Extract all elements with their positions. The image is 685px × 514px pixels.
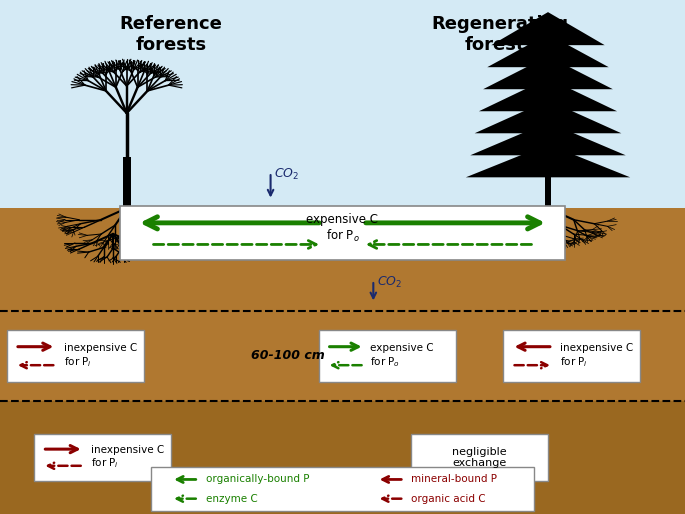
Polygon shape — [483, 56, 613, 89]
Polygon shape — [466, 144, 630, 177]
Polygon shape — [479, 78, 617, 111]
Polygon shape — [491, 12, 605, 45]
Text: CO$_2$: CO$_2$ — [377, 275, 402, 290]
Polygon shape — [475, 100, 621, 133]
Bar — [411, 434, 548, 481]
Bar — [34, 434, 171, 481]
Bar — [151, 467, 534, 511]
Bar — [319, 331, 456, 381]
Bar — [0, 208, 685, 401]
Bar — [0, 401, 685, 514]
Text: enzyme C: enzyme C — [206, 493, 258, 504]
Text: Regenerating
forests: Regenerating forests — [432, 15, 569, 54]
Polygon shape — [471, 122, 625, 155]
Bar — [7, 331, 144, 381]
Text: CO$_2$: CO$_2$ — [274, 167, 299, 182]
Text: inexpensive C
for P$_i$: inexpensive C for P$_i$ — [560, 343, 634, 369]
Text: Reference
forests: Reference forests — [120, 15, 223, 54]
Polygon shape — [487, 34, 609, 67]
Bar — [123, 157, 131, 208]
Text: 60-100 cm: 60-100 cm — [251, 350, 325, 362]
Text: inexpensive C
for P$_i$: inexpensive C for P$_i$ — [64, 343, 137, 369]
Bar — [0, 0, 685, 208]
Text: inexpensive C
for P$_i$: inexpensive C for P$_i$ — [91, 445, 164, 470]
Text: mineral-bound P: mineral-bound P — [411, 474, 497, 485]
Text: expensive C
for P$_o$: expensive C for P$_o$ — [370, 343, 434, 369]
Bar — [545, 177, 551, 208]
Text: negligible
exchange: negligible exchange — [452, 447, 507, 468]
Bar — [503, 331, 640, 381]
Bar — [120, 206, 565, 260]
Text: organically-bound P: organically-bound P — [206, 474, 309, 485]
Text: expensive C
for P$_o$: expensive C for P$_o$ — [306, 213, 379, 244]
Text: organic acid C: organic acid C — [411, 493, 486, 504]
